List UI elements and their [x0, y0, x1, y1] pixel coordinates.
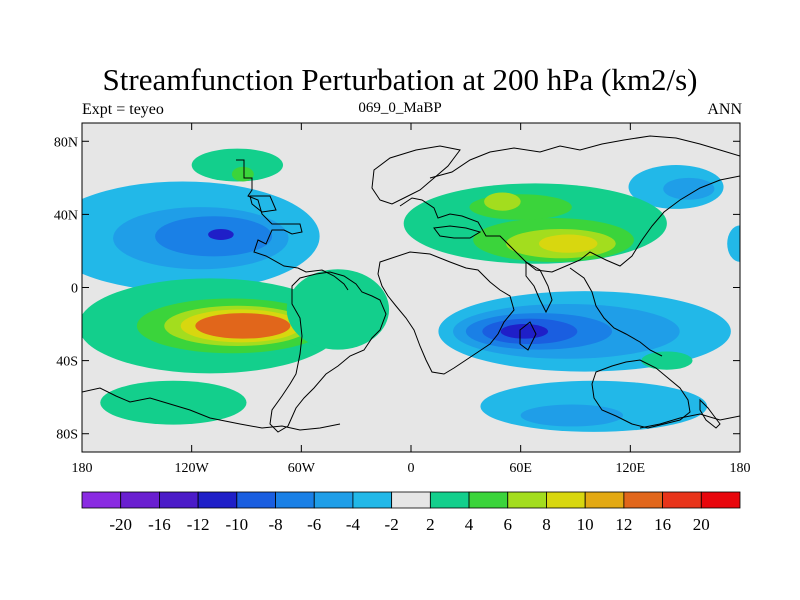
dateline-low-contour [727, 225, 740, 262]
na-low-core-contour [208, 229, 234, 240]
europe-high-patch-contour [484, 192, 521, 211]
sp-high-core-contour [195, 313, 291, 339]
antarctic-edge-east-outline [639, 413, 740, 429]
lon-tick-label: 180 [730, 461, 751, 476]
colorbar-label: 12 [615, 515, 632, 534]
asia-low-east-core-contour [663, 177, 715, 200]
colorbar-label: -20 [109, 515, 132, 534]
eurasia-high-north-contour [469, 194, 572, 220]
colorbar-label: -16 [148, 515, 171, 534]
colorbar-label: 4 [465, 515, 474, 534]
colorbar-label: -10 [225, 515, 248, 534]
lat-tick-label: 40S [56, 355, 78, 370]
colorbar-swatch [313, 491, 354, 509]
europe-africa-outline [399, 175, 740, 273]
colorbar-label: 16 [654, 515, 671, 534]
colorbar-label: -8 [268, 515, 282, 534]
hudson-bay-outline [249, 195, 277, 213]
colorbar-swatch [584, 491, 625, 509]
eurasia-high-core-contour [538, 234, 598, 253]
atlantic-high-outer-contour [286, 269, 390, 350]
india-outline [525, 261, 553, 314]
southern-low-east-mid-contour [520, 404, 624, 427]
experiment-label: Expt = teyeo [82, 101, 164, 118]
colorbar-swatch [159, 491, 199, 509]
lat-tick-label: 80S [56, 428, 78, 443]
new-zealand-outline [699, 398, 721, 429]
colorbar-swatch [623, 491, 663, 509]
colorbar-label: -12 [187, 515, 210, 534]
africa-outline [377, 251, 515, 375]
lon-tick-label: 180 [72, 461, 93, 476]
continent-outlines [82, 135, 740, 433]
colorbar-swatch [81, 491, 122, 509]
axes: 80N 40N 0 40S 80S 180 120W 60W 0 60E 120E 180 [54, 123, 751, 476]
lon-tick-label: 60W [288, 461, 316, 476]
colorbar-label: 6 [504, 515, 513, 534]
southern-high-east-contour [641, 351, 693, 370]
colorbar-swatch [352, 491, 393, 509]
colorbar: -20 -16 -12 -10 -8 -6 -4 -2 2 4 6 8 10 12 16 20 [81, 491, 741, 534]
greenland-outline [371, 145, 461, 205]
colorbar-label: -4 [346, 515, 361, 534]
lat-tick-label: 80N [54, 135, 78, 150]
south-america-outline [269, 271, 387, 433]
colorbar-label: 8 [542, 515, 551, 534]
io-low-core-contour [500, 324, 549, 339]
eurasia-north-outline [429, 135, 740, 179]
colorbar-swatch [391, 491, 431, 509]
colorbar-swatch [429, 491, 470, 509]
lon-tick-label: 120E [616, 461, 646, 476]
season-label: ANN [707, 101, 742, 118]
australia-outline [591, 359, 691, 429]
colorbar-swatch [468, 491, 509, 509]
colorbar-label: -2 [385, 515, 399, 534]
colorbar-swatch [197, 491, 238, 509]
colorbar-swatch [236, 491, 276, 509]
lat-tick-label: 40N [54, 208, 78, 223]
lat-tick-label: 0 [71, 282, 78, 297]
colorbar-swatch [662, 491, 702, 509]
colorbar-swatch [546, 491, 586, 509]
colorbar-swatch [700, 491, 741, 509]
colorbar-swatch [275, 491, 315, 509]
np-high-core-contour [231, 166, 254, 182]
contour-fills [82, 148, 740, 432]
antarctic-edge-outline [82, 387, 341, 431]
mediterranean-outline [433, 225, 482, 239]
colorbar-label: 10 [577, 515, 594, 534]
colorbar-label: 20 [693, 515, 710, 534]
lon-tick-label: 0 [408, 461, 415, 476]
lon-tick-label: 120W [175, 461, 210, 476]
colorbar-swatch [120, 491, 160, 509]
colorbar-swatch [507, 491, 547, 509]
southern-high-west-contour [100, 380, 247, 425]
southeast-asia-outline [569, 267, 663, 357]
lon-tick-label: 60E [509, 461, 532, 476]
run-label: 069_0_MaBP [358, 100, 442, 116]
north-america-outline [236, 159, 349, 291]
colorbar-label: -6 [307, 515, 321, 534]
np-high-ridge-contour [191, 148, 284, 182]
madagascar-outline [519, 321, 537, 351]
plot-title: Streamfunction Perturbation at 200 hPa (… [102, 62, 698, 97]
colorbar-label: 2 [426, 515, 435, 534]
